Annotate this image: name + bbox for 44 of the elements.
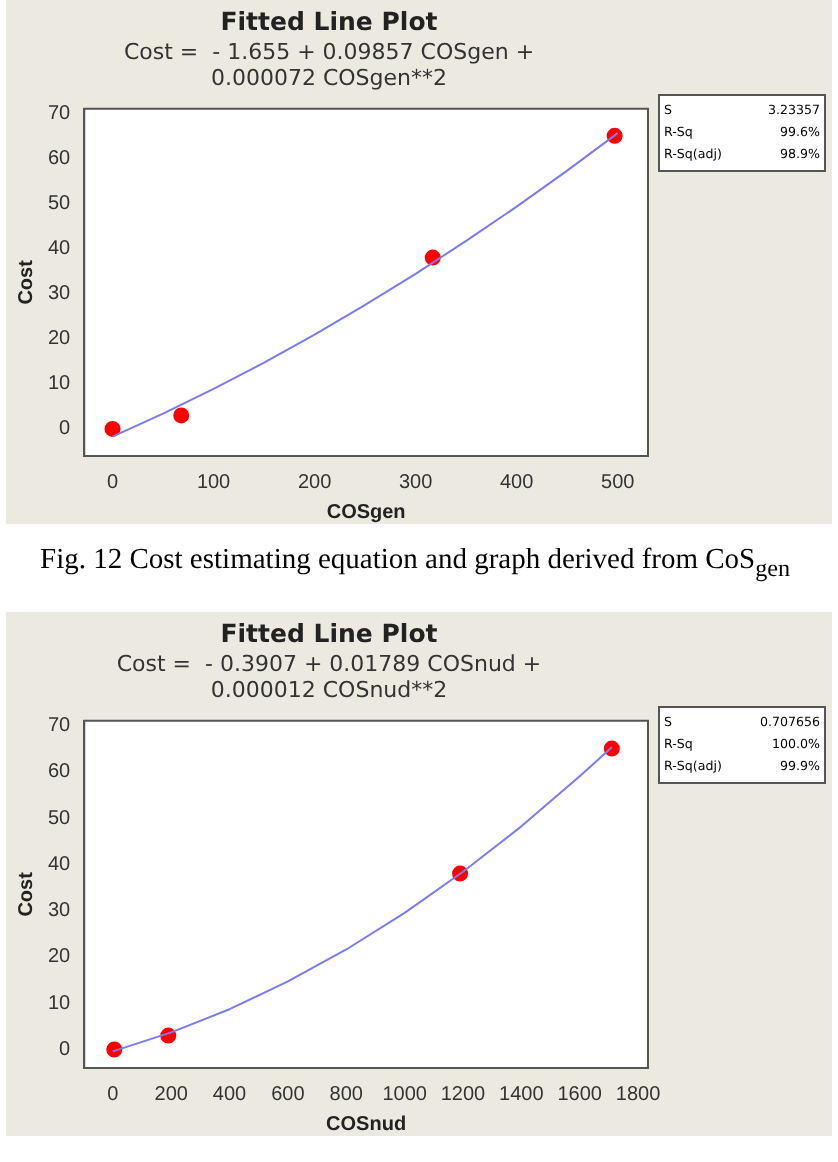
- x-tick-label: 1200: [440, 1083, 487, 1106]
- y-tick-label: 60: [48, 147, 72, 170]
- chart-title: Fitted Line Plot: [220, 617, 438, 648]
- point: [104, 420, 121, 437]
- x-tick-label: 1000: [382, 1083, 428, 1106]
- x-tick-label: 200: [154, 1083, 189, 1106]
- x-tick-label: 500: [601, 471, 636, 494]
- y-tick-label: 40: [48, 853, 72, 876]
- y-tick-label: 40: [48, 238, 72, 261]
- point: [603, 740, 620, 757]
- y-axis-title: Cost: [15, 870, 38, 917]
- y-tick-label: 70: [48, 102, 72, 125]
- chart-title: Fitted Line Plot: [220, 5, 438, 36]
- x-tick-label: 400: [499, 471, 535, 494]
- y-tick-label: 50: [48, 807, 72, 830]
- x-tick-label: 100: [196, 471, 232, 494]
- y-tick-label: 20: [48, 946, 72, 969]
- x-tick-label: 800: [329, 1083, 364, 1106]
- x-tick-label: 300: [398, 471, 434, 494]
- y-tick-label: 0: [59, 1038, 72, 1061]
- x-tick-label: 0: [107, 1083, 120, 1106]
- y-tick-label: 50: [48, 192, 72, 215]
- x-axis-title: COSgen: [326, 501, 406, 524]
- x-tick-label: 200: [297, 471, 333, 494]
- x-tick-label: 1800: [615, 1083, 662, 1106]
- point: [173, 407, 190, 424]
- x-axis-title: COSnud: [326, 1113, 407, 1136]
- x-tick-label: 1600: [557, 1083, 603, 1106]
- y-tick-label: 10: [48, 992, 72, 1015]
- x-tick-label: 400: [212, 1083, 248, 1106]
- y-tick-label: 10: [48, 373, 72, 396]
- x-tick-label: 1400: [499, 1083, 545, 1106]
- y-tick-label: 20: [48, 328, 72, 351]
- chart-subtitle: Cost = - 0.3907 + 0.01789 COSnud + 0.000012 COSnud**2: [116, 650, 542, 704]
- y-tick-label: 70: [48, 714, 72, 737]
- chart-subtitle: Cost = - 1.655 + 0.09857 COSgen + 0.000072 COSgen**2: [123, 38, 535, 92]
- caption: Fig. 12 Cost estimating equation and graph derived from CoS$_{gen}$: [40, 544, 793, 584]
- y-axis-title: Cost: [15, 258, 38, 305]
- y-tick-label: 60: [48, 761, 72, 783]
- y-tick-label: 30: [48, 899, 72, 922]
- y-tick-label: 30: [48, 283, 72, 306]
- y-tick-label: 0: [59, 418, 72, 441]
- x-tick-label: 600: [271, 1083, 306, 1106]
- x-tick-label: 0: [106, 471, 119, 494]
